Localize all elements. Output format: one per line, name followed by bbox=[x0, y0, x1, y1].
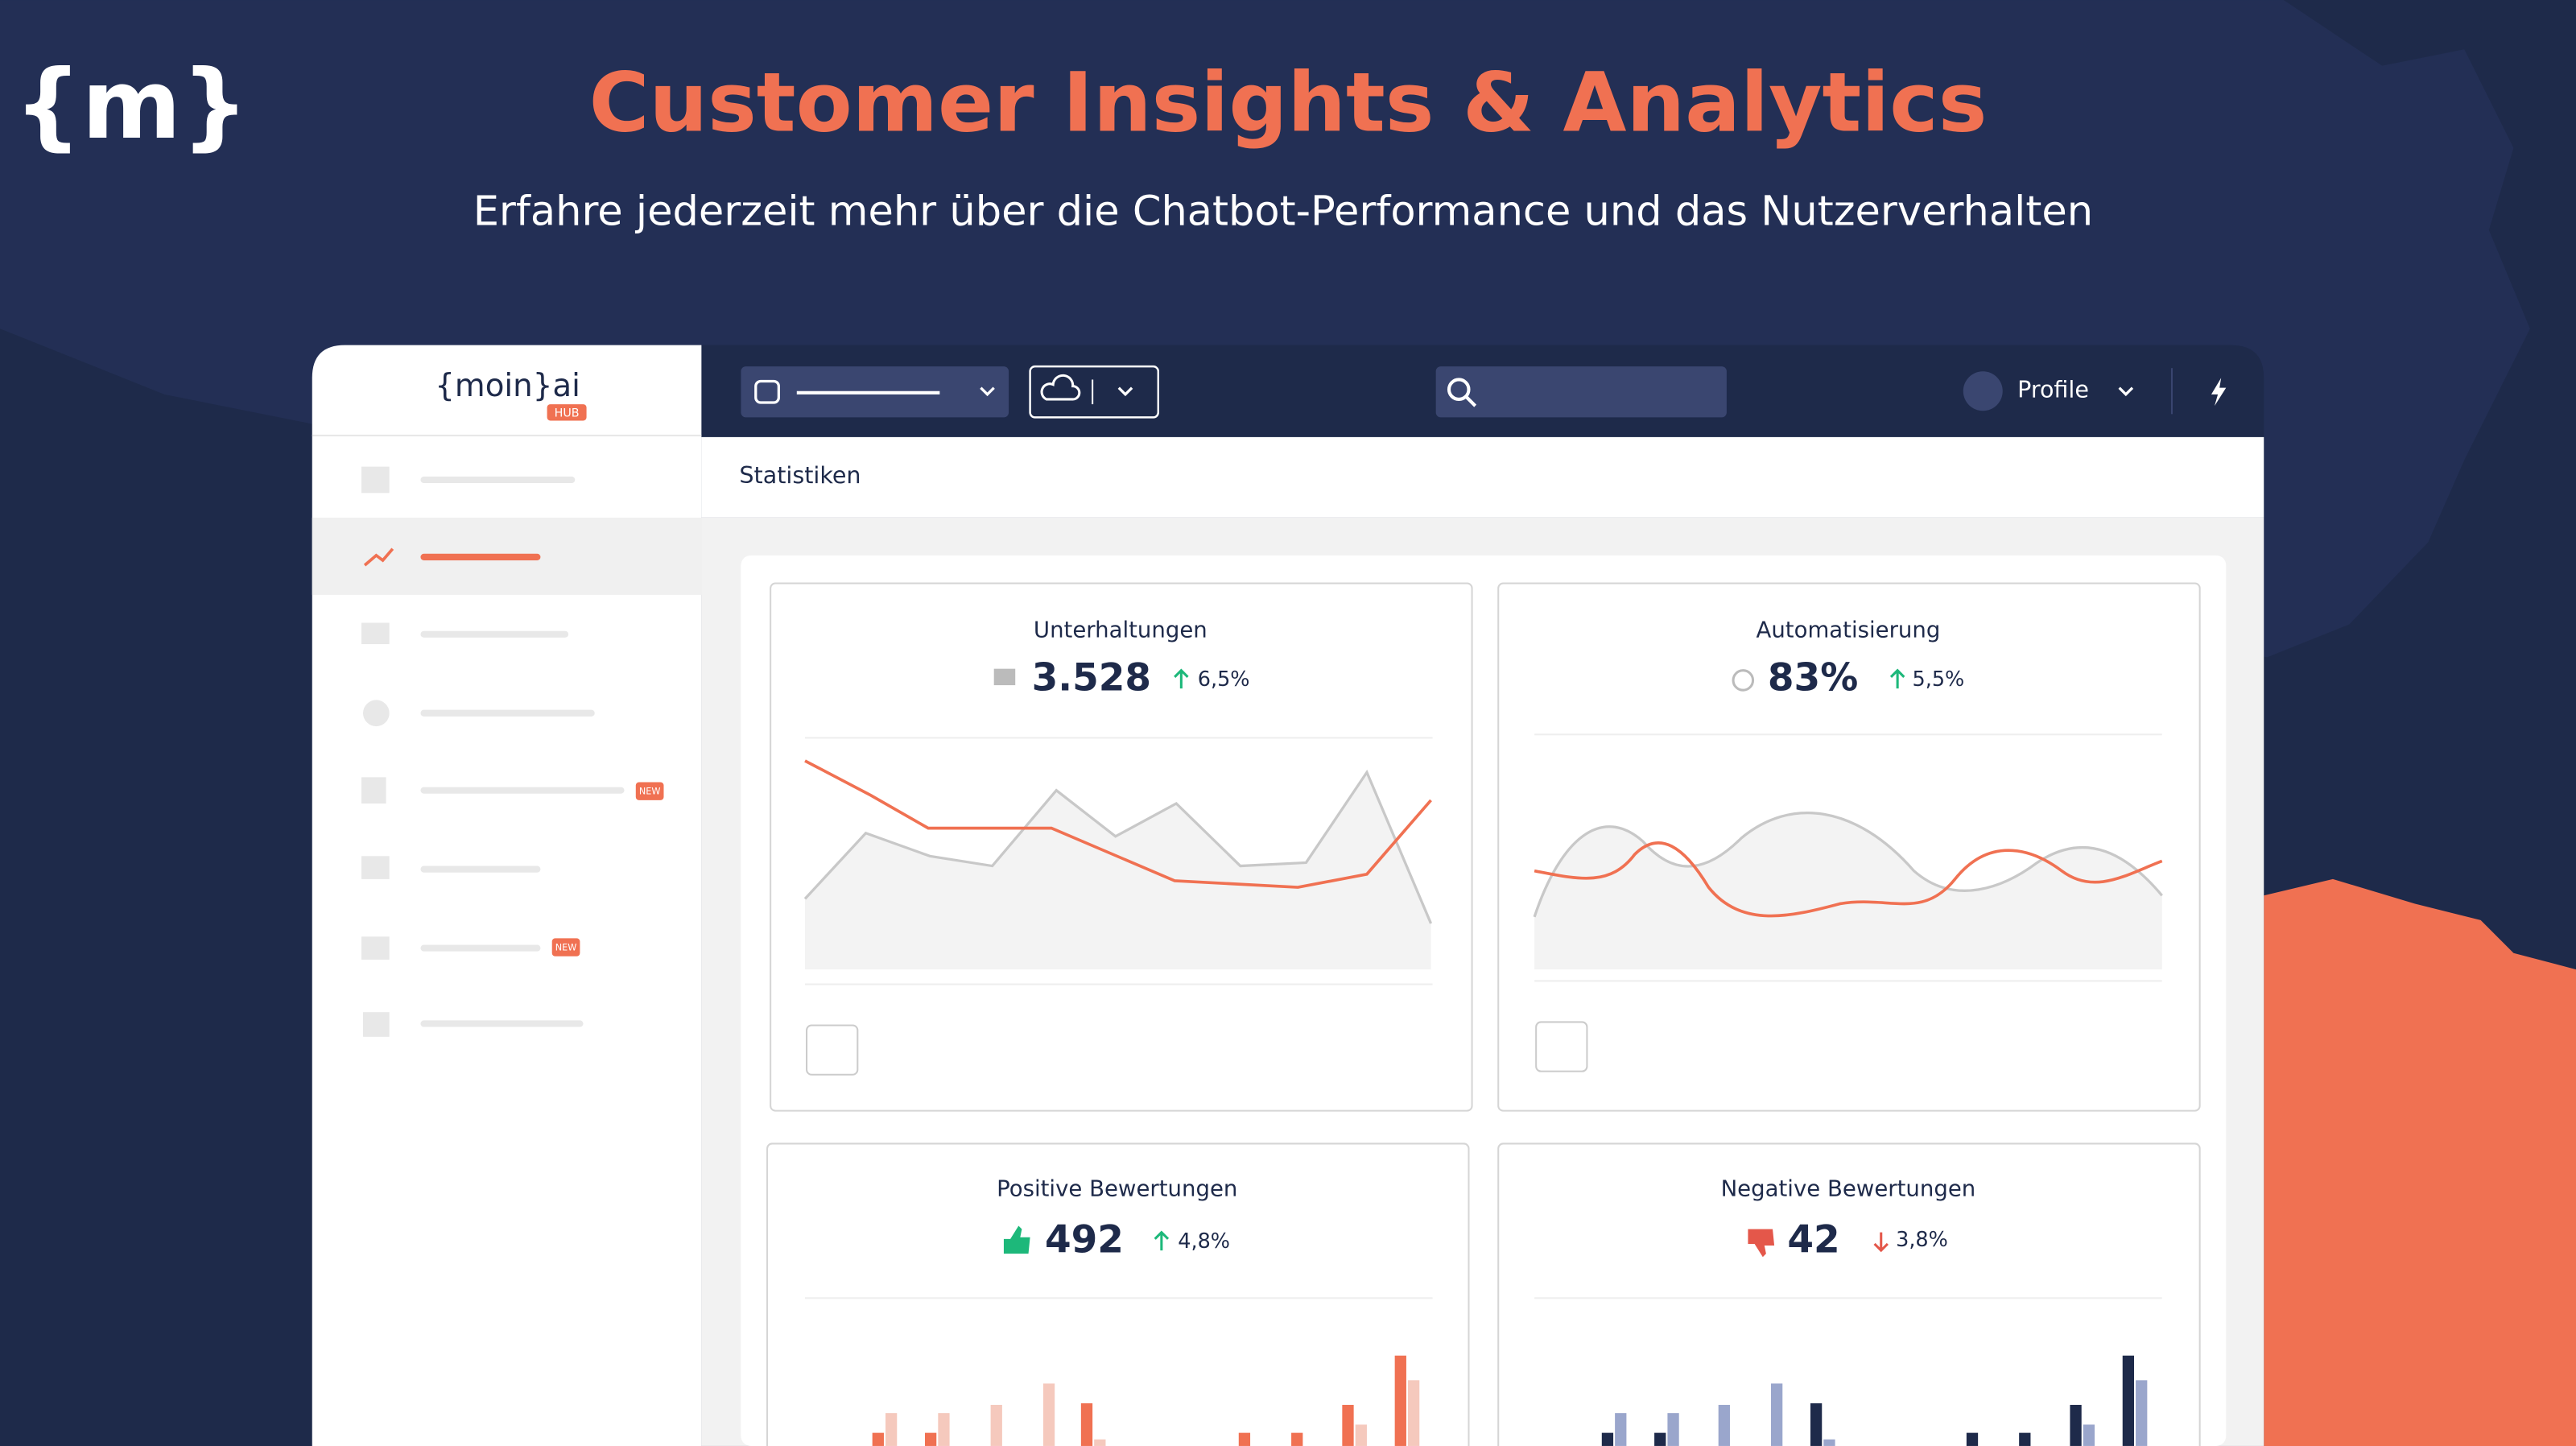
sparkline bbox=[1534, 841, 2163, 918]
chart-guides bbox=[805, 733, 2162, 1299]
chart-type-button[interactable] bbox=[806, 1024, 859, 1076]
chevron bbox=[2118, 386, 2134, 397]
search-box[interactable] bbox=[1435, 366, 1727, 418]
cloud-icon bbox=[1040, 374, 1081, 401]
app-logo: {moin}ai bbox=[435, 368, 580, 404]
sidebar-items[interactable] bbox=[361, 466, 625, 1037]
new-badge-bg bbox=[551, 938, 580, 956]
brand-logo: {m} bbox=[14, 49, 249, 160]
bolt-icon[interactable] bbox=[2211, 378, 2227, 407]
card-change: 6,5% bbox=[1198, 667, 1250, 692]
sparkline-area bbox=[1534, 812, 2162, 970]
sparkline bbox=[804, 759, 1432, 889]
chat-icon bbox=[993, 668, 1016, 686]
sidebar-active-label bbox=[420, 553, 541, 560]
card-title: Positive Bewertungen bbox=[997, 1176, 1237, 1202]
hub-badge: HUB bbox=[555, 407, 580, 419]
new-badge: NEW bbox=[555, 943, 577, 953]
subheadline: Erfahre jederzeit mehr über die Chatbot-… bbox=[473, 188, 2093, 235]
deploy-button[interactable] bbox=[1029, 365, 1159, 419]
sparkline bbox=[803, 769, 1433, 924]
sparkline bbox=[1533, 812, 2163, 918]
sparkline-area bbox=[805, 772, 1431, 970]
card-value: 83% bbox=[1768, 655, 1858, 700]
card-change: 5,5% bbox=[1913, 667, 1965, 692]
new-badge-bg bbox=[635, 782, 664, 800]
chevron bbox=[1117, 386, 1133, 397]
orange-blob bbox=[2264, 878, 2576, 1446]
search-icon bbox=[1463, 395, 1477, 407]
stats-icon bbox=[363, 547, 394, 567]
card-title: Negative Bewertungen bbox=[1721, 1176, 1976, 1202]
bars bbox=[872, 1355, 2148, 1446]
chevron bbox=[980, 386, 995, 397]
page-title: Statistiken bbox=[739, 461, 861, 489]
card-value: 3.528 bbox=[1032, 655, 1151, 700]
page-header bbox=[701, 436, 2264, 518]
hub-badge-bg bbox=[547, 404, 587, 421]
card-change: 3,8% bbox=[1896, 1228, 1948, 1252]
profile-label[interactable]: Profile bbox=[2017, 376, 2089, 403]
search-icon bbox=[1447, 378, 1471, 401]
avatar[interactable] bbox=[1963, 371, 2003, 411]
thumb-down-icon bbox=[1748, 1229, 1775, 1258]
new-badge: NEW bbox=[639, 787, 661, 797]
trend-arrows bbox=[1154, 668, 1905, 1253]
app-window: {moin}ai HUB NEW NEW Pr bbox=[312, 345, 2264, 1446]
card-title: Unterhaltungen bbox=[1034, 618, 1208, 643]
auto-icon bbox=[1732, 669, 1755, 692]
thumb-up-icon bbox=[1003, 1225, 1030, 1254]
chart-type-button[interactable] bbox=[1535, 1021, 1588, 1072]
card-change: 4,8% bbox=[1178, 1229, 1230, 1254]
bot-icon bbox=[754, 379, 780, 404]
card-value: 492 bbox=[1045, 1217, 1124, 1262]
card-value: 42 bbox=[1787, 1217, 1839, 1262]
card-title: Automatisierung bbox=[1757, 618, 1941, 643]
headline: Customer Insights & Analytics bbox=[589, 56, 1988, 151]
sidebar bbox=[312, 345, 702, 1446]
